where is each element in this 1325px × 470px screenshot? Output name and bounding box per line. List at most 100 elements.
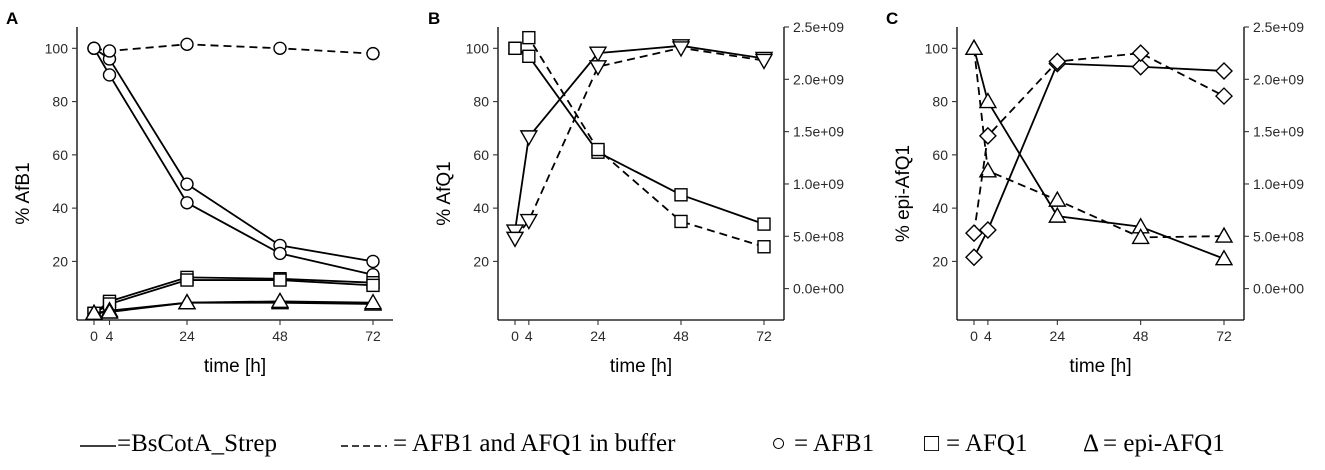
data-point-marker <box>102 68 117 82</box>
panel-a: A 20 40 60 80 100 0 4 24 48 72 time [h] % AfB1 <box>6 9 393 377</box>
data-point-marker <box>100 302 119 319</box>
data-point-marker <box>588 46 608 63</box>
series-circle-solid <box>87 41 380 269</box>
data-point-marker <box>671 41 691 58</box>
data-point-marker <box>180 177 194 191</box>
y-tick-label: 60 <box>52 147 68 163</box>
x-tick-label: 24 <box>179 328 195 344</box>
x-tick-label: 72 <box>365 328 381 344</box>
x-tick-label: 72 <box>1216 328 1232 344</box>
x-axis-title: time [h] <box>610 356 672 377</box>
data-point-marker <box>1131 44 1150 63</box>
data-point-marker <box>1048 190 1067 207</box>
y2-tick-label: 2.5e+09 <box>793 19 844 35</box>
y2-tick-label: 1.5e+09 <box>793 124 844 140</box>
data-point-marker <box>1214 249 1234 266</box>
legend-square-icon: □ <box>924 430 940 457</box>
data-point-marker <box>754 53 774 70</box>
series-line <box>514 47 765 239</box>
data-point-marker <box>273 273 287 287</box>
x-axis-title: time [h] <box>204 356 266 377</box>
data-point-marker <box>273 246 287 261</box>
legend-circle-icon: ○ <box>771 430 787 457</box>
y2-tick-label: 1.5e+09 <box>1253 124 1304 140</box>
series-line <box>514 36 765 248</box>
data-point-marker <box>519 213 539 231</box>
legend: =BsCotA_Strep = AFB1 and AFQ1 in buffer … <box>0 424 1325 464</box>
data-point-marker <box>978 92 998 109</box>
legend-triangle-label: = epi-AFQ1 <box>1103 430 1225 457</box>
y-axis-title: % AfB1 <box>13 162 34 224</box>
y-axis-title: % epi-AfQ1 <box>893 145 914 242</box>
x-tick-label: 4 <box>984 328 992 344</box>
data-point-marker <box>978 126 997 145</box>
y-tick-label: 100 <box>466 40 490 56</box>
series-diamond-dashed <box>965 44 1233 243</box>
y-tick-label: 20 <box>52 253 68 269</box>
x-tick-label: 48 <box>673 328 689 344</box>
series-circle-solid <box>87 41 380 282</box>
data-point-marker <box>366 46 380 61</box>
data-point-marker <box>674 214 688 229</box>
y2-tick-label: 0.0e+00 <box>1253 281 1304 297</box>
y2-tick-label: 1.0e+09 <box>793 176 844 192</box>
y-tick-label: 80 <box>932 94 948 110</box>
y-tick-label: 80 <box>473 94 489 110</box>
y2-tick-label: 2.0e+09 <box>1253 71 1304 87</box>
legend-solid-line-swatch <box>80 424 116 464</box>
series-circle-dashed <box>87 37 380 61</box>
x-tick-label: 24 <box>1050 328 1066 344</box>
series-line <box>514 47 765 225</box>
y2-tick-label: 5.0e+08 <box>1253 228 1304 244</box>
data-point-marker <box>1214 226 1234 243</box>
data-point-marker <box>177 293 197 310</box>
x-axis-title: time [h] <box>1069 356 1131 377</box>
data-point-marker <box>757 217 771 231</box>
data-point-marker <box>87 41 101 56</box>
data-point-marker <box>1215 87 1233 106</box>
data-point-marker <box>978 221 997 239</box>
data-point-marker <box>588 60 608 77</box>
data-point-marker <box>1048 206 1067 223</box>
x-tick-label: 24 <box>590 328 606 344</box>
x-tick-label: 48 <box>272 328 288 344</box>
panel-c: C 20 40 60 80 100 0.0e+00 5.0e+08 1.0e+09 1.5e+09… <box>886 9 1304 377</box>
data-point-marker <box>366 254 380 269</box>
data-point-marker <box>180 37 194 52</box>
legend-dashed-label: = AFB1 and AFQ1 in buffer <box>393 430 676 457</box>
panel-letter: B <box>428 9 440 28</box>
legend-square-label: = AFQ1 <box>946 430 1028 457</box>
series-line <box>93 47 374 263</box>
y-tick-label: 20 <box>932 253 948 269</box>
y-tick-label: 80 <box>52 94 68 110</box>
series-line <box>973 52 1225 234</box>
series-square-dashed <box>508 30 771 254</box>
y-tick-label: 20 <box>473 253 489 269</box>
data-point-marker <box>102 44 117 58</box>
legend-solid-label: =BsCotA_Strep <box>117 430 277 457</box>
x-tick-label: 4 <box>106 328 114 344</box>
data-point-marker <box>965 248 983 267</box>
panel-b: B 20 40 60 80 100 0.0e+00 5.0e+08 1.0e+09 1.5e+09… <box>428 9 844 377</box>
y-tick-label: 40 <box>52 200 68 216</box>
series-line <box>93 43 374 55</box>
data-point-marker <box>1048 52 1067 71</box>
data-point-marker <box>505 231 525 248</box>
series-triangle-down-dashed <box>505 41 774 248</box>
data-point-marker <box>84 303 104 321</box>
x-tick-label: 48 <box>1133 328 1149 344</box>
data-point-marker <box>180 273 194 287</box>
y-tick-label: 60 <box>932 147 948 163</box>
data-point-marker <box>270 291 290 309</box>
y2-tick-label: 1.0e+09 <box>1253 176 1304 192</box>
panel-letter: A <box>6 9 18 28</box>
legend-triangle-icon: Δ <box>1083 430 1100 457</box>
series-triangle-down-solid <box>505 39 774 241</box>
data-point-marker <box>964 38 984 56</box>
data-point-marker <box>363 293 383 310</box>
data-point-marker <box>273 41 287 56</box>
series-line <box>973 48 1225 260</box>
data-point-marker <box>508 41 522 56</box>
data-point-marker <box>1215 61 1233 80</box>
